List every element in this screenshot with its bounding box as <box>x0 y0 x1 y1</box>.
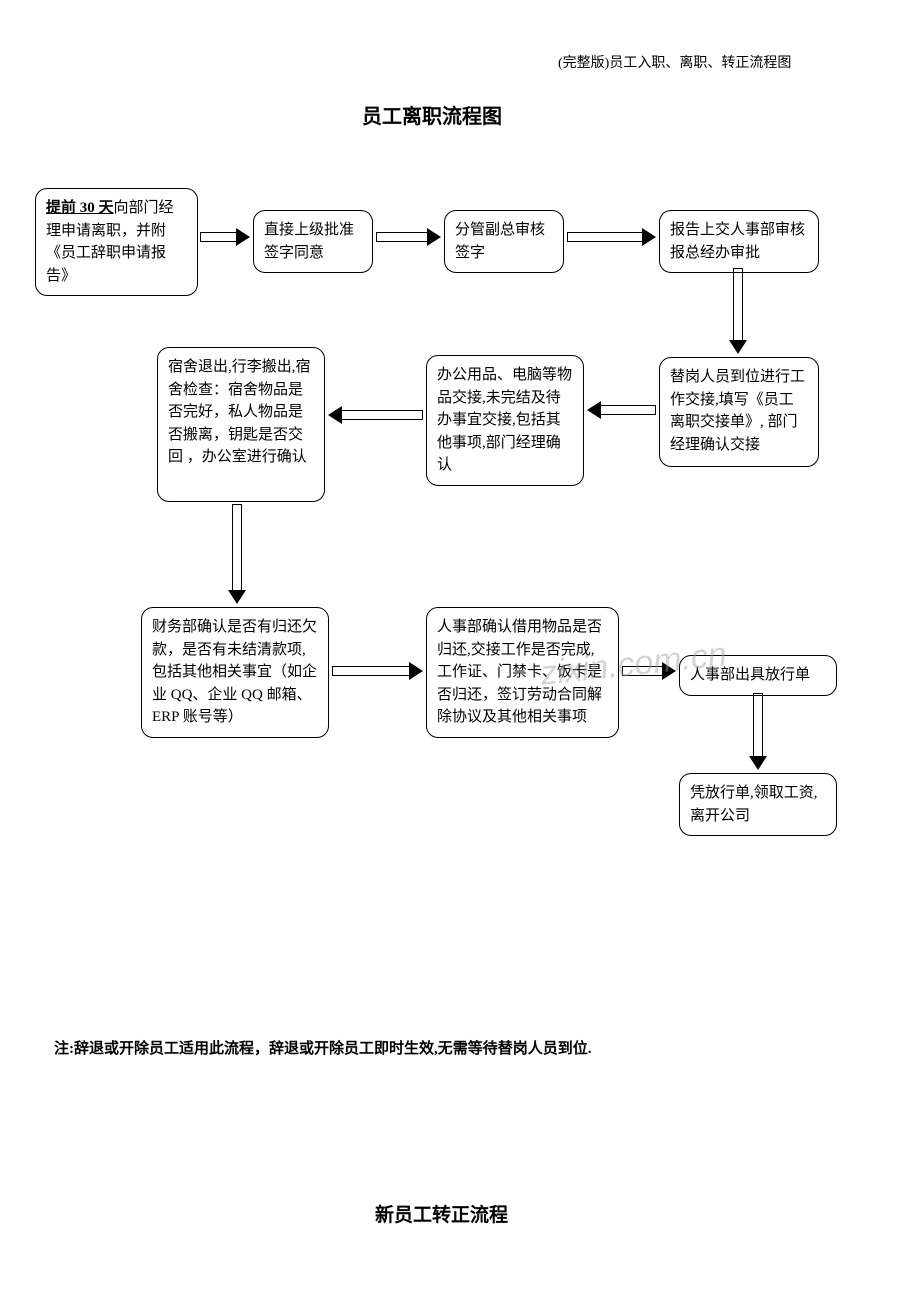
flow-node-n1: 提前 30 天向部门经理申请离职，并附《员工辞职申请报告》 <box>35 188 198 296</box>
flow-node-n7: 宿舍退出,行李搬出,宿舍检查：宿舍物品是否完好，私人物品是否搬离，钥匙是否交回 … <box>157 347 325 502</box>
header-note: (完整版)员工入职、离职、转正流程图 <box>558 52 791 72</box>
flow-node-n3: 分管副总审核签字 <box>444 210 564 273</box>
arrow-5 <box>328 410 423 420</box>
arrow-8 <box>622 666 676 676</box>
arrow-3 <box>733 268 743 354</box>
arrow-6 <box>232 504 242 604</box>
title-secondary: 新员工转正流程 <box>375 1200 508 1227</box>
arrow-7 <box>332 666 423 676</box>
flow-node-n2: 直接上级批准签字同意 <box>253 210 373 273</box>
arrow-2 <box>567 232 656 242</box>
arrow-1 <box>376 232 441 242</box>
flow-node-n5: 替岗人员到位进行工作交接,填写《员工离职交接单》, 部门经理确认交接 <box>659 357 819 467</box>
flow-node-n4: 报告上交人事部审核报总经办审批 <box>659 210 819 273</box>
footnote: 注:辞退或开除员工适用此流程，辞退或开除员工即时生效,无需等待替岗人员到位. <box>54 1037 592 1058</box>
arrow-4 <box>587 405 656 415</box>
flow-node-n6: 办公用品、电脑等物品交接,未完结及待办事宜交接,包括其他事项,部门经理确认 <box>426 355 584 486</box>
flow-node-n8: 财务部确认是否有归还欠款，是否有未结清款项,包括其他相关事宜（如企业 QQ、企业… <box>141 607 329 738</box>
flow-node-n10: 人事部出具放行单 <box>679 655 837 696</box>
arrow-0 <box>200 232 250 242</box>
arrow-9 <box>753 693 763 770</box>
flow-node-n9: 人事部确认借用物品是否归还,交接工作是否完成,工作证、门禁卡、饭卡是否归还，签订… <box>426 607 619 738</box>
flow-node-n11: 凭放行单,领取工资,离开公司 <box>679 773 837 836</box>
title-main: 员工离职流程图 <box>362 100 502 129</box>
